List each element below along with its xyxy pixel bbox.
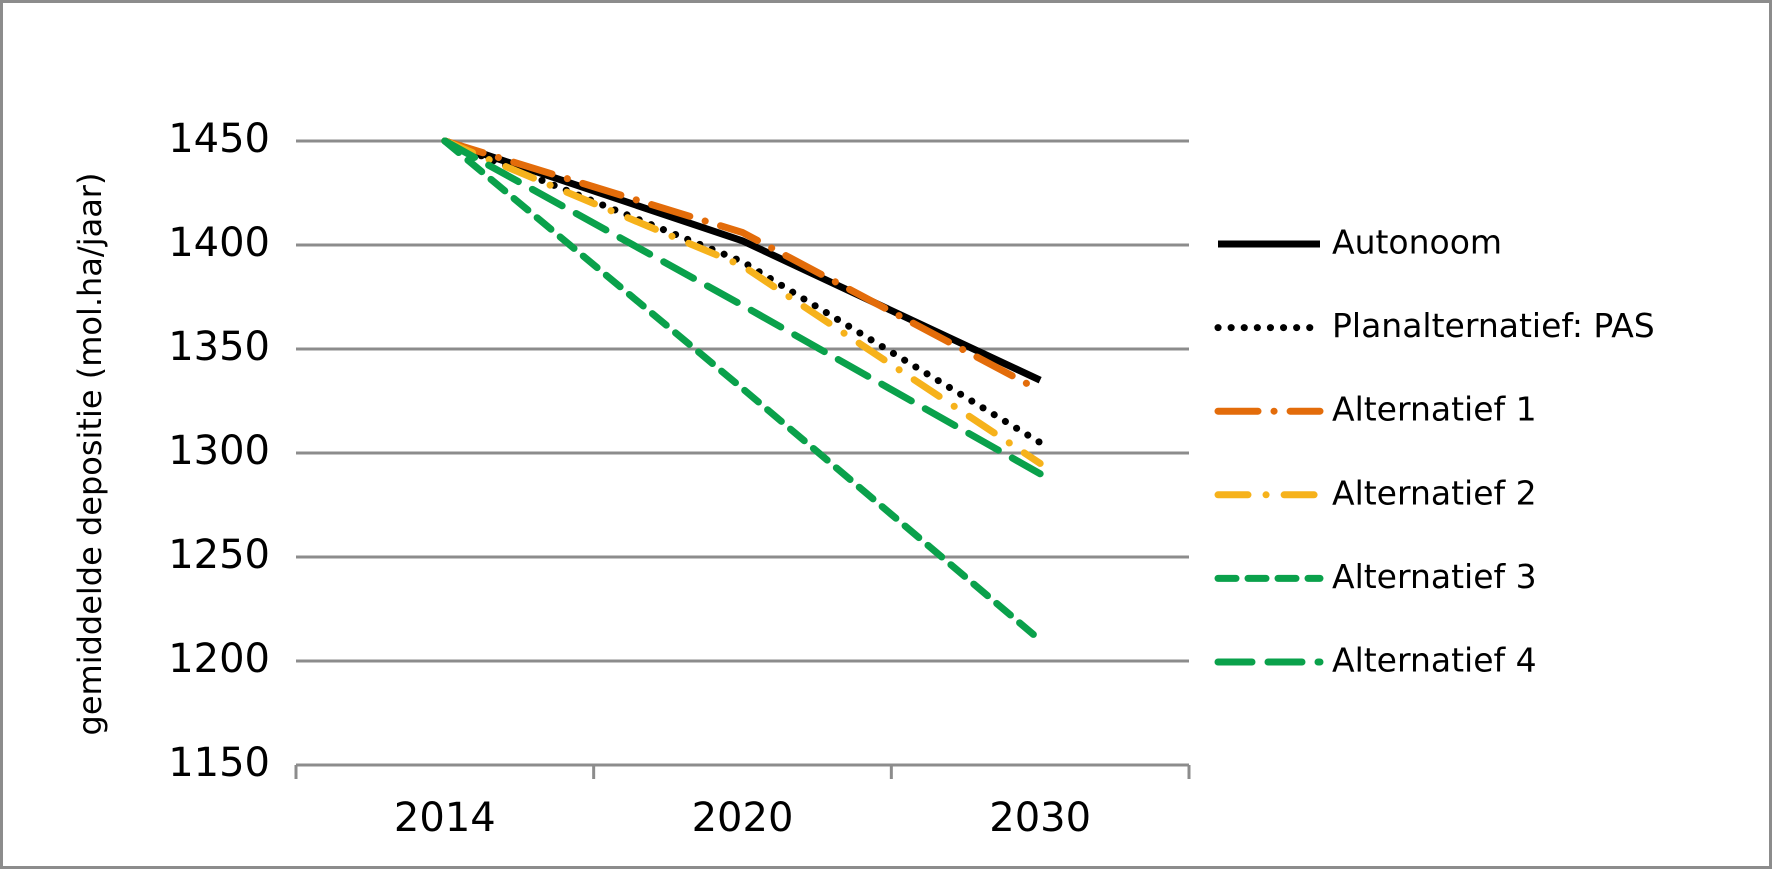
y-tick-label: 1350 [168, 324, 270, 370]
y-tick-label: 1250 [168, 532, 270, 578]
legend-label: Alternatief 1 [1332, 390, 1537, 429]
legend-label: Alternatief 3 [1332, 557, 1537, 596]
legend-label: Autonoom [1332, 223, 1502, 262]
series-line [441, 137, 1044, 395]
x-tick-label: 2020 [692, 795, 794, 841]
x-tick-label: 2014 [394, 795, 496, 841]
series-line [441, 137, 1044, 644]
y-tick-label: 1450 [168, 116, 270, 162]
series-line [441, 137, 1044, 478]
y-tick-label: 1400 [168, 220, 270, 266]
y-tick-label: 1150 [168, 740, 270, 786]
series-line [441, 137, 1044, 467]
legend-label: Planalternatief: PAS [1332, 306, 1655, 345]
x-tick-label: 2030 [989, 795, 1091, 841]
y-tick-label: 1200 [168, 636, 270, 682]
legend-label: Alternatief 2 [1332, 473, 1537, 512]
series-line [441, 137, 1044, 447]
y-tick-label: 1300 [168, 428, 270, 474]
y-axis-label: gemiddelde depositie (mol.ha/jaar) [71, 173, 109, 736]
legend-label: Alternatief 4 [1332, 641, 1537, 680]
